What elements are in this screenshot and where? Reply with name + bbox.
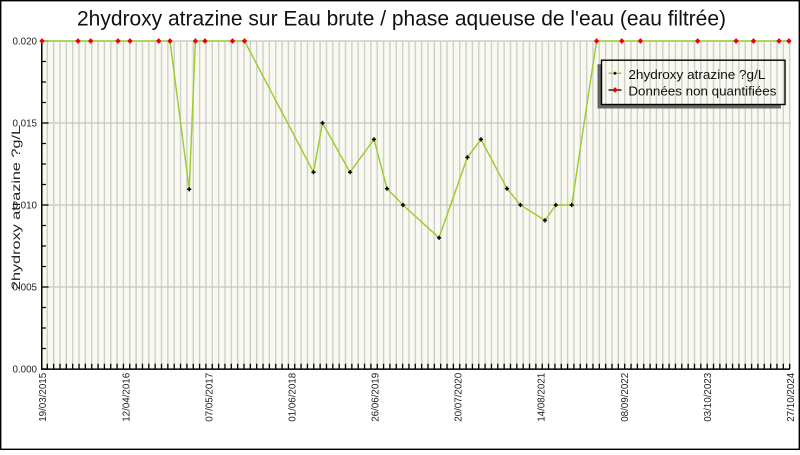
svg-text:03/10/2023: 03/10/2023 xyxy=(703,372,714,421)
svg-text:01/06/2018: 01/06/2018 xyxy=(287,372,298,421)
svg-text:2hydroxy atrazine ?g/L: 2hydroxy atrazine ?g/L xyxy=(9,126,23,290)
svg-text:08/09/2022: 08/09/2022 xyxy=(620,372,631,421)
svg-text:0.010: 0.010 xyxy=(13,200,38,212)
svg-text:14/08/2021: 14/08/2021 xyxy=(537,372,548,421)
svg-text:20/07/2020: 20/07/2020 xyxy=(454,372,465,421)
svg-text:Données non quantifiées: Données non quantifiées xyxy=(628,83,777,98)
svg-text:12/04/2016: 12/04/2016 xyxy=(121,372,132,421)
svg-text:19/03/2015: 19/03/2015 xyxy=(38,372,49,421)
svg-text:27/10/2024: 27/10/2024 xyxy=(786,372,797,421)
svg-text:2hydroxy atrazine sur Eau brut: 2hydroxy atrazine sur Eau brute / phase … xyxy=(77,7,726,31)
svg-text:07/05/2017: 07/05/2017 xyxy=(204,372,215,421)
svg-text:0.000: 0.000 xyxy=(13,364,38,376)
svg-text:2hydroxy atrazine ?g/L: 2hydroxy atrazine ?g/L xyxy=(628,67,765,82)
svg-text:0.005: 0.005 xyxy=(13,282,38,294)
svg-text:0.020: 0.020 xyxy=(13,36,38,48)
svg-text:26/06/2019: 26/06/2019 xyxy=(371,372,382,421)
svg-text:0.015: 0.015 xyxy=(13,118,38,130)
